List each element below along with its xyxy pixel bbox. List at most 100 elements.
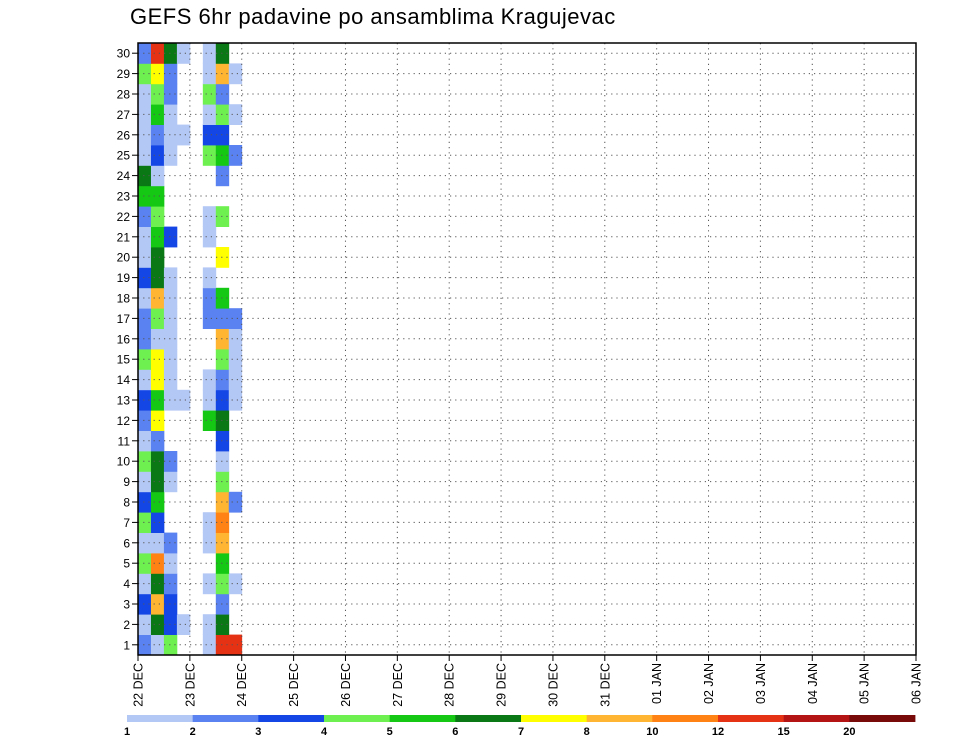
heatmap-cell [150,430,165,452]
y-tick-label: 28 [117,88,131,102]
heatmap-cell [163,308,178,329]
heatmap-cell [228,63,243,85]
legend-label: 10 [646,726,658,738]
heatmap-cell [202,206,217,227]
heatmap-cell [215,328,230,350]
heatmap-cell [202,634,217,656]
heatmap-cell [138,308,152,329]
heatmap-cell [202,614,217,635]
heatmap-cell [150,634,165,656]
heatmap-cell [215,634,230,656]
heatmap-cell [176,389,191,411]
y-tick-label: 29 [117,67,131,81]
heatmap-cell [202,104,217,125]
heatmap-cell [202,287,217,309]
legend-label: 1 [124,726,130,738]
heatmap-cell [228,491,243,513]
heatmap-cell [228,328,243,350]
legend-swatch [324,715,391,722]
heatmap-cell [150,185,165,207]
heatmap-cell [138,369,152,391]
heatmap-cell [150,573,165,595]
x-tick-label: 06 JAN [910,663,924,704]
y-tick-label: 26 [117,128,131,142]
heatmap-cell [215,451,230,472]
heatmap-cell [228,104,243,125]
heatmap-cell [150,226,165,248]
legend-swatch [783,715,850,722]
x-tick-label: 04 JAN [806,663,820,704]
x-tick-label: 24 DEC [235,663,249,707]
heatmap-cell [138,349,152,370]
legend-label: 5 [387,726,393,738]
heatmap-cell [150,512,165,533]
heatmap-cell [138,532,152,554]
heatmap-cell [163,104,178,125]
y-tick-label: 12 [117,414,131,428]
y-tick-label: 16 [117,332,131,346]
heatmap-cell [150,410,165,431]
heatmap-cells [138,43,243,656]
heatmap-cell [163,369,178,391]
y-tick-label: 19 [117,271,131,285]
x-tick-label: 01 JAN [650,663,664,704]
heatmap-cell [138,145,152,166]
legend-swatch [521,715,588,722]
heatmap-cell [163,63,178,85]
x-tick-label: 02 JAN [702,663,716,704]
heatmap-cell [150,451,165,472]
heatmap-cell [215,573,230,595]
heatmap-cell [163,43,178,64]
legend-label: 3 [255,726,261,738]
heatmap-cell [150,593,165,615]
heatmap-cell [138,471,152,493]
heatmap-cell [138,247,152,268]
heatmap-cell [150,389,165,411]
heatmap-cell [202,124,217,146]
heatmap-cell [150,63,165,85]
heatmap-cell [163,634,178,656]
heatmap-cell [138,389,152,411]
heatmap-cell [215,553,230,574]
heatmap-cell [138,491,152,513]
y-tick-label: 14 [117,373,131,387]
heatmap-cell [138,328,152,350]
y-tick-label: 7 [123,516,130,530]
heatmap-cell [215,471,230,493]
heatmap-cell [215,287,230,309]
heatmap-cell [138,451,152,472]
heatmap-cell [150,328,165,350]
heatmap-cell [163,553,178,574]
x-tick-label: 29 DEC [495,663,509,707]
heatmap-cell [138,165,152,187]
heatmap-cell [150,308,165,329]
y-tick-label: 17 [117,312,131,326]
heatmap-cell [138,410,152,431]
x-tick-label: 27 DEC [391,663,405,707]
heatmap-cell [202,83,217,105]
heatmap-cell [163,389,178,411]
y-tick-label: 2 [123,618,130,632]
x-tick-label: 05 JAN [858,663,872,704]
heatmap-cell [215,614,230,635]
heatmap-cell [150,287,165,309]
heatmap-cell [202,512,217,533]
y-tick-label: 27 [117,108,131,122]
x-tick-label: 31 DEC [598,663,612,707]
heatmap-cell [215,308,230,329]
legend-swatch [849,715,916,722]
heatmap-cell [202,532,217,554]
y-tick-label: 21 [117,230,131,244]
y-tick-label: 20 [117,251,131,265]
heatmap-cell [176,124,191,146]
heatmap-cell [176,614,191,635]
heatmap-cell [138,83,152,105]
x-tick-label: 22 DEC [132,663,146,707]
heatmap-cell [163,451,178,472]
y-tick-label: 9 [123,475,130,489]
heatmap-cell [215,389,230,411]
heatmap-cell [138,267,152,289]
heatmap-cell [138,104,152,125]
heatmap-cell [215,593,230,615]
